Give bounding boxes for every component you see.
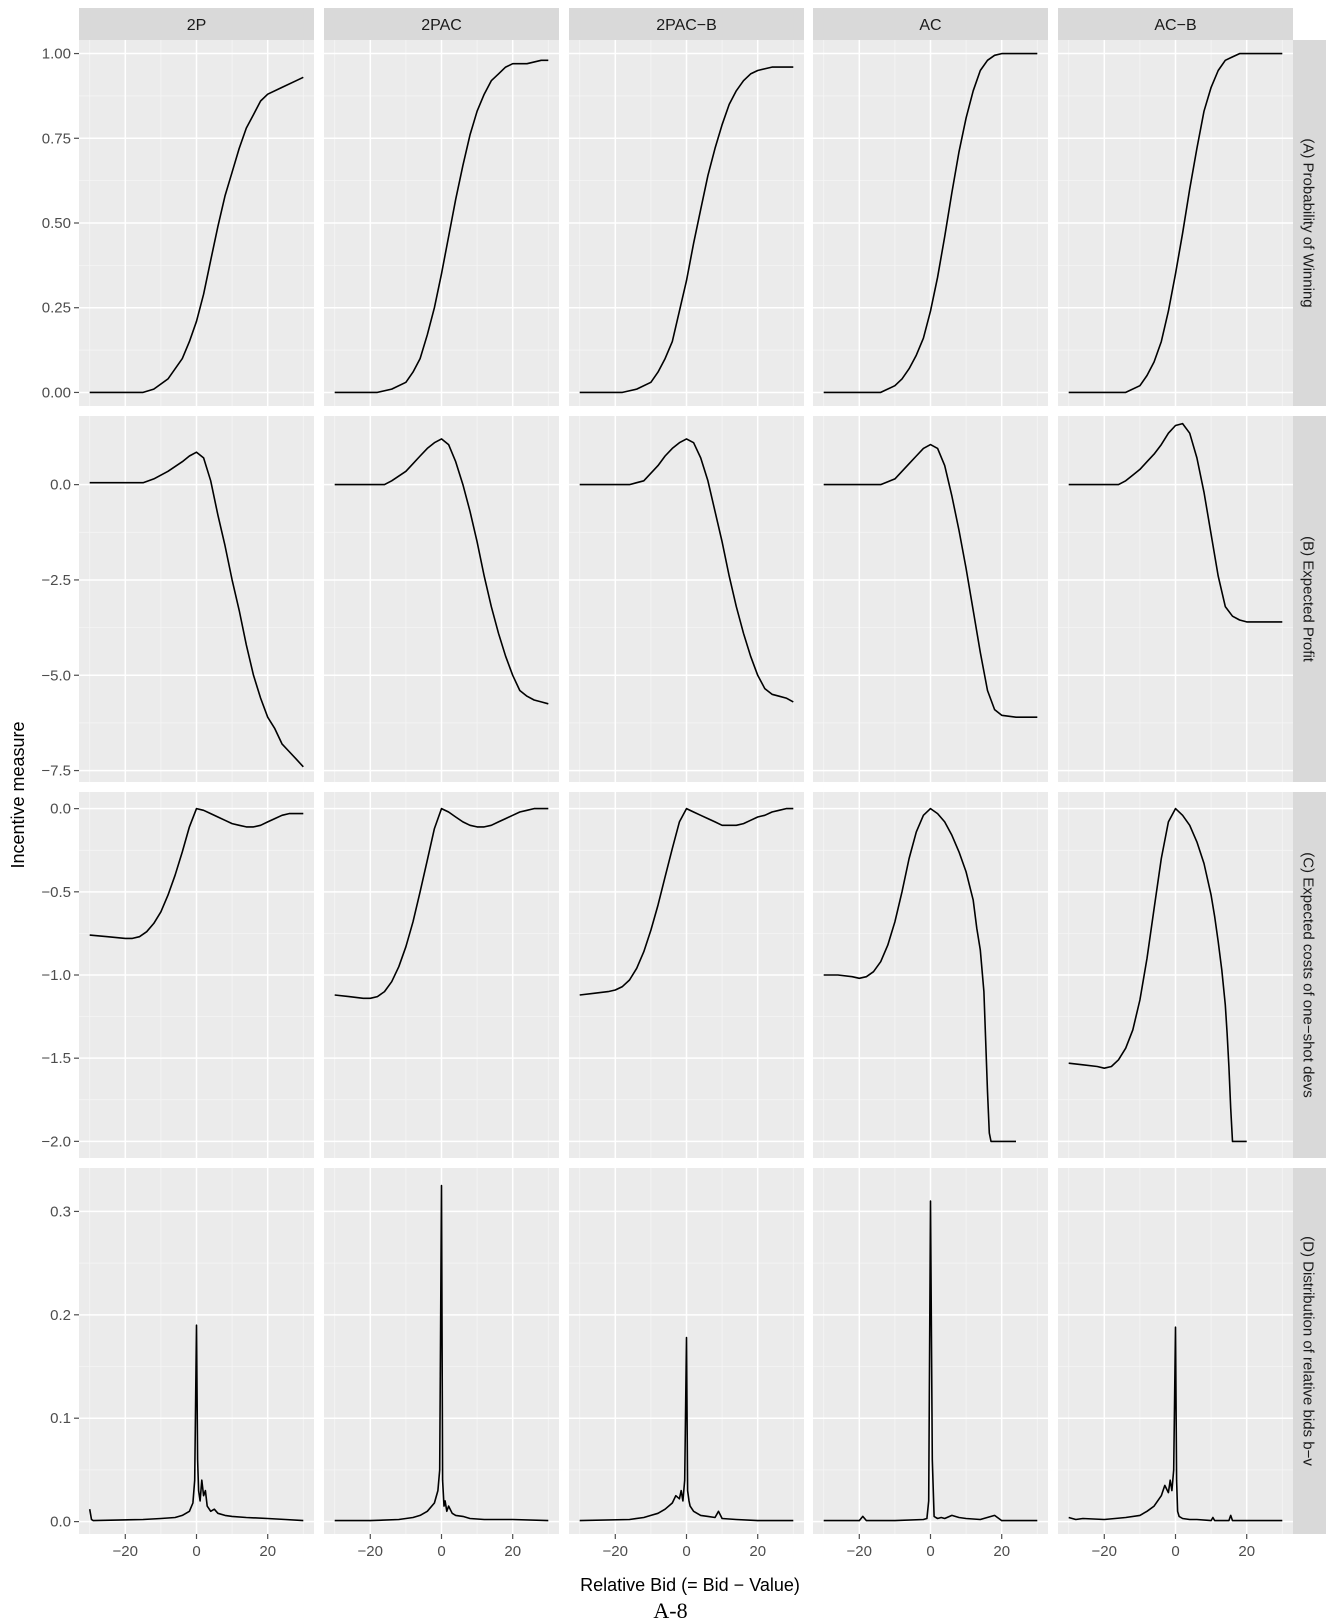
column-strip-label-2pac: 2PAC [421, 17, 462, 34]
y-tick-label: 0.75 [42, 130, 71, 147]
y-tick-label: −1.5 [41, 1050, 71, 1067]
column-strip [1058, 8, 1293, 40]
x-tick-label: 20 [749, 1543, 766, 1560]
row-strip [1293, 40, 1326, 406]
x-tick-label: −20 [847, 1543, 872, 1560]
series-line-2pac-b [579, 66, 794, 394]
series-line-2pac [334, 1184, 549, 1522]
y-tick-label: 0.00 [42, 384, 71, 401]
y-tick-label: 1.00 [42, 46, 71, 63]
y-tick-label: 0.1 [50, 1410, 71, 1427]
column-strip-label-ac-b: AC−B [1154, 17, 1196, 34]
series-line-2pac-b [579, 1336, 794, 1522]
x-tick-label: 20 [504, 1543, 521, 1560]
x-tick-label: −20 [1092, 1543, 1117, 1560]
y-tick-label: 0.25 [42, 300, 71, 317]
y-tick-label: −1.0 [41, 967, 71, 984]
series-line-2pac-b [579, 438, 794, 703]
x-axis-label: Relative Bid (= Bid − Value) [580, 1575, 800, 1595]
series-line-2p [89, 76, 304, 394]
row-strip-label-0: (A) Probability of Winning [1300, 138, 1317, 307]
x-tick-label: 20 [1238, 1543, 1255, 1560]
column-strip-label-ac: AC [919, 17, 941, 34]
page-number: A-8 [653, 1598, 688, 1623]
x-tick-label: 20 [259, 1543, 276, 1560]
y-tick-label: 0.0 [50, 477, 71, 494]
x-tick-label: 0 [437, 1543, 445, 1560]
series-line-2pac [334, 438, 549, 705]
series-line-ac [823, 52, 1038, 394]
x-tick-label: 0 [1171, 1543, 1179, 1560]
y-tick-label: −5.0 [41, 667, 71, 684]
y-tick-label: −2.0 [41, 1133, 71, 1150]
series-line-2pac-b [579, 807, 794, 996]
y-tick-label: −7.5 [41, 763, 71, 780]
x-tick-label: 20 [993, 1543, 1010, 1560]
column-strip [569, 8, 804, 40]
column-strip [79, 8, 314, 40]
x-tick-label: −20 [113, 1543, 138, 1560]
row-strip-label-1: (B) Expected Profit [1300, 536, 1317, 663]
y-tick-label: 0.0 [50, 801, 71, 818]
row-strip [1293, 792, 1326, 1158]
x-tick-label: 0 [682, 1543, 690, 1560]
x-tick-label: 0 [192, 1543, 200, 1560]
series-line-2pac [334, 807, 549, 1000]
column-strip [813, 8, 1048, 40]
column-strip [324, 8, 559, 40]
column-strip-label-2p: 2P [187, 17, 207, 34]
x-tick-label: −20 [603, 1543, 628, 1560]
y-tick-label: 0.3 [50, 1203, 71, 1220]
series-line-ac [823, 1200, 1038, 1522]
series-line-ac-b [1068, 1326, 1283, 1522]
series-line-2p [89, 807, 304, 940]
y-axis-label: Incentive measure [8, 721, 28, 868]
column-strip-label-2pac-b: 2PAC−B [656, 17, 717, 34]
series-line-2pac [334, 59, 549, 394]
row-strip-label-2: (C) Expected costs of one−shot devs [1300, 852, 1317, 1098]
series-line-2p [88, 1324, 304, 1522]
series-line-ac [823, 443, 1038, 719]
row-strip [1293, 1168, 1326, 1534]
row-strip [1293, 416, 1326, 782]
y-tick-label: −0.5 [41, 884, 71, 901]
series-line-2p [89, 451, 304, 768]
series-line-ac-b [1068, 807, 1247, 1143]
y-tick-label: −2.5 [41, 572, 71, 589]
series-line-ac-b [1068, 422, 1283, 623]
series-line-ac [823, 807, 1016, 1143]
panels-layer: 2P 2PAC 2PAC−B AC AC−B (A) Probability of Win… [41, 8, 1326, 1560]
series-line-ac-b [1068, 52, 1283, 394]
row-strip-label-3: (D) Distribution of relative bids b−v [1300, 1236, 1317, 1466]
y-tick-label: 0.50 [42, 215, 71, 232]
x-tick-label: −20 [358, 1543, 383, 1560]
y-tick-label: 0.2 [50, 1307, 71, 1324]
x-tick-label: 0 [926, 1543, 934, 1560]
y-tick-label: 0.0 [50, 1514, 71, 1531]
